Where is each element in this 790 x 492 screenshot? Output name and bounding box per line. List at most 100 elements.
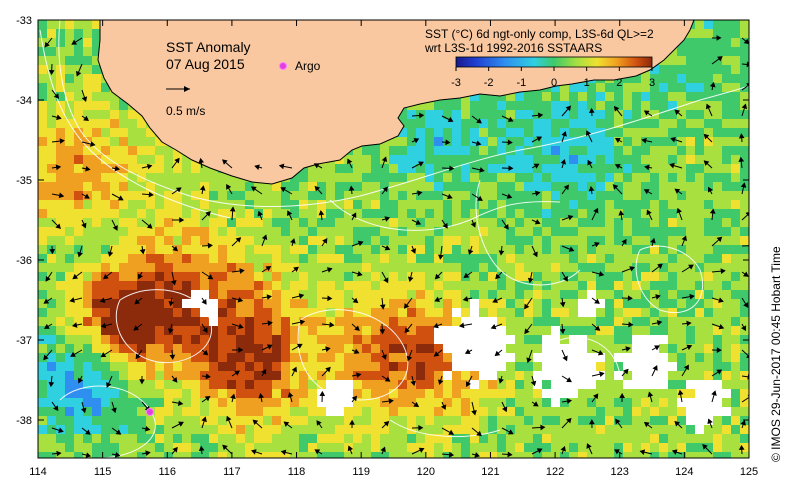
sst-cell xyxy=(668,236,677,245)
sst-cell xyxy=(245,308,254,317)
sst-cell xyxy=(74,29,83,38)
sst-cell xyxy=(182,398,191,407)
sst-cell xyxy=(110,110,119,119)
sst-cell xyxy=(677,191,686,200)
sst-cell xyxy=(272,398,281,407)
sst-cell xyxy=(641,83,650,92)
sst-cell xyxy=(443,227,452,236)
sst-cell xyxy=(398,416,407,425)
sst-cell xyxy=(434,452,443,458)
sst-cell xyxy=(632,389,641,398)
sst-cell xyxy=(740,47,749,56)
sst-cell xyxy=(515,335,524,344)
sst-cell xyxy=(299,398,308,407)
current-arrow xyxy=(201,323,208,334)
sst-cell xyxy=(668,362,677,371)
sst-cell xyxy=(704,317,713,326)
sst-cell xyxy=(659,290,668,299)
sst-cell xyxy=(326,164,335,173)
sst-cell xyxy=(605,245,614,254)
sst-cell xyxy=(47,173,56,182)
current-arrow xyxy=(471,115,482,124)
sst-cell xyxy=(173,209,182,218)
sst-cell xyxy=(146,164,155,173)
sst-cell xyxy=(182,290,191,299)
sst-cell xyxy=(38,182,47,191)
sst-cell xyxy=(542,398,551,407)
sst-cell xyxy=(200,236,209,245)
sst-cell xyxy=(182,236,191,245)
sst-cell xyxy=(704,236,713,245)
sst-cell xyxy=(569,110,578,119)
sst-cell xyxy=(119,281,128,290)
sst-cell xyxy=(155,137,164,146)
sst-cell xyxy=(479,227,488,236)
current-arrow xyxy=(77,245,83,258)
sst-cell xyxy=(416,173,425,182)
sst-cell xyxy=(362,227,371,236)
sst-cell xyxy=(200,362,209,371)
sst-cell xyxy=(713,146,722,155)
sst-cell xyxy=(650,416,659,425)
sst-cell xyxy=(704,209,713,218)
sst-cell xyxy=(614,308,623,317)
sst-cell xyxy=(443,146,452,155)
sst-cell xyxy=(263,236,272,245)
sst-cell xyxy=(164,407,173,416)
sst-cell xyxy=(38,254,47,263)
sst-cell xyxy=(317,236,326,245)
sst-cell xyxy=(236,434,245,443)
sst-cell xyxy=(200,281,209,290)
current-arrow xyxy=(526,349,533,364)
sst-cell xyxy=(659,398,668,407)
sst-cell xyxy=(344,290,353,299)
sst-cell xyxy=(632,209,641,218)
current-arrow xyxy=(111,401,117,414)
sst-cell xyxy=(218,371,227,380)
sst-cell xyxy=(614,119,623,128)
sst-cell xyxy=(668,407,677,416)
sst-cell xyxy=(299,416,308,425)
sst-cell xyxy=(740,218,749,227)
sst-cell xyxy=(587,281,596,290)
sst-cell xyxy=(326,272,335,281)
argo-float-marker[interactable] xyxy=(146,408,154,416)
sst-cell xyxy=(380,236,389,245)
sst-cell xyxy=(92,245,101,254)
sst-cell xyxy=(182,362,191,371)
sst-cell xyxy=(65,290,74,299)
sst-cell xyxy=(443,425,452,434)
sst-cell xyxy=(731,263,740,272)
sst-cell xyxy=(281,344,290,353)
sst-cell xyxy=(641,101,650,110)
sst-cell xyxy=(362,434,371,443)
current-arrow xyxy=(591,207,599,221)
sst-cell xyxy=(128,434,137,443)
sst-cell xyxy=(38,290,47,299)
sst-cell xyxy=(281,263,290,272)
sst-cell xyxy=(182,227,191,236)
sst-cell xyxy=(191,443,200,452)
sst-cell xyxy=(272,245,281,254)
sst-cell xyxy=(200,191,209,200)
sst-cell xyxy=(146,452,155,458)
sst-cell xyxy=(488,254,497,263)
sst-cell xyxy=(74,263,83,272)
current-arrow xyxy=(168,297,175,307)
sst-cell xyxy=(155,164,164,173)
sst-cell xyxy=(398,182,407,191)
sst-cell xyxy=(488,335,497,344)
sst-cell xyxy=(389,245,398,254)
sst-cell xyxy=(281,254,290,263)
sst-cell xyxy=(551,407,560,416)
sst-cell xyxy=(65,362,74,371)
sst-cell xyxy=(344,425,353,434)
sst-cell xyxy=(83,47,92,56)
sst-cell xyxy=(272,335,281,344)
sst-cell xyxy=(101,263,110,272)
sst-cell xyxy=(119,119,128,128)
sst-cell xyxy=(308,353,317,362)
sst-cell xyxy=(164,254,173,263)
current-arrow xyxy=(321,238,328,247)
sst-cell xyxy=(434,299,443,308)
